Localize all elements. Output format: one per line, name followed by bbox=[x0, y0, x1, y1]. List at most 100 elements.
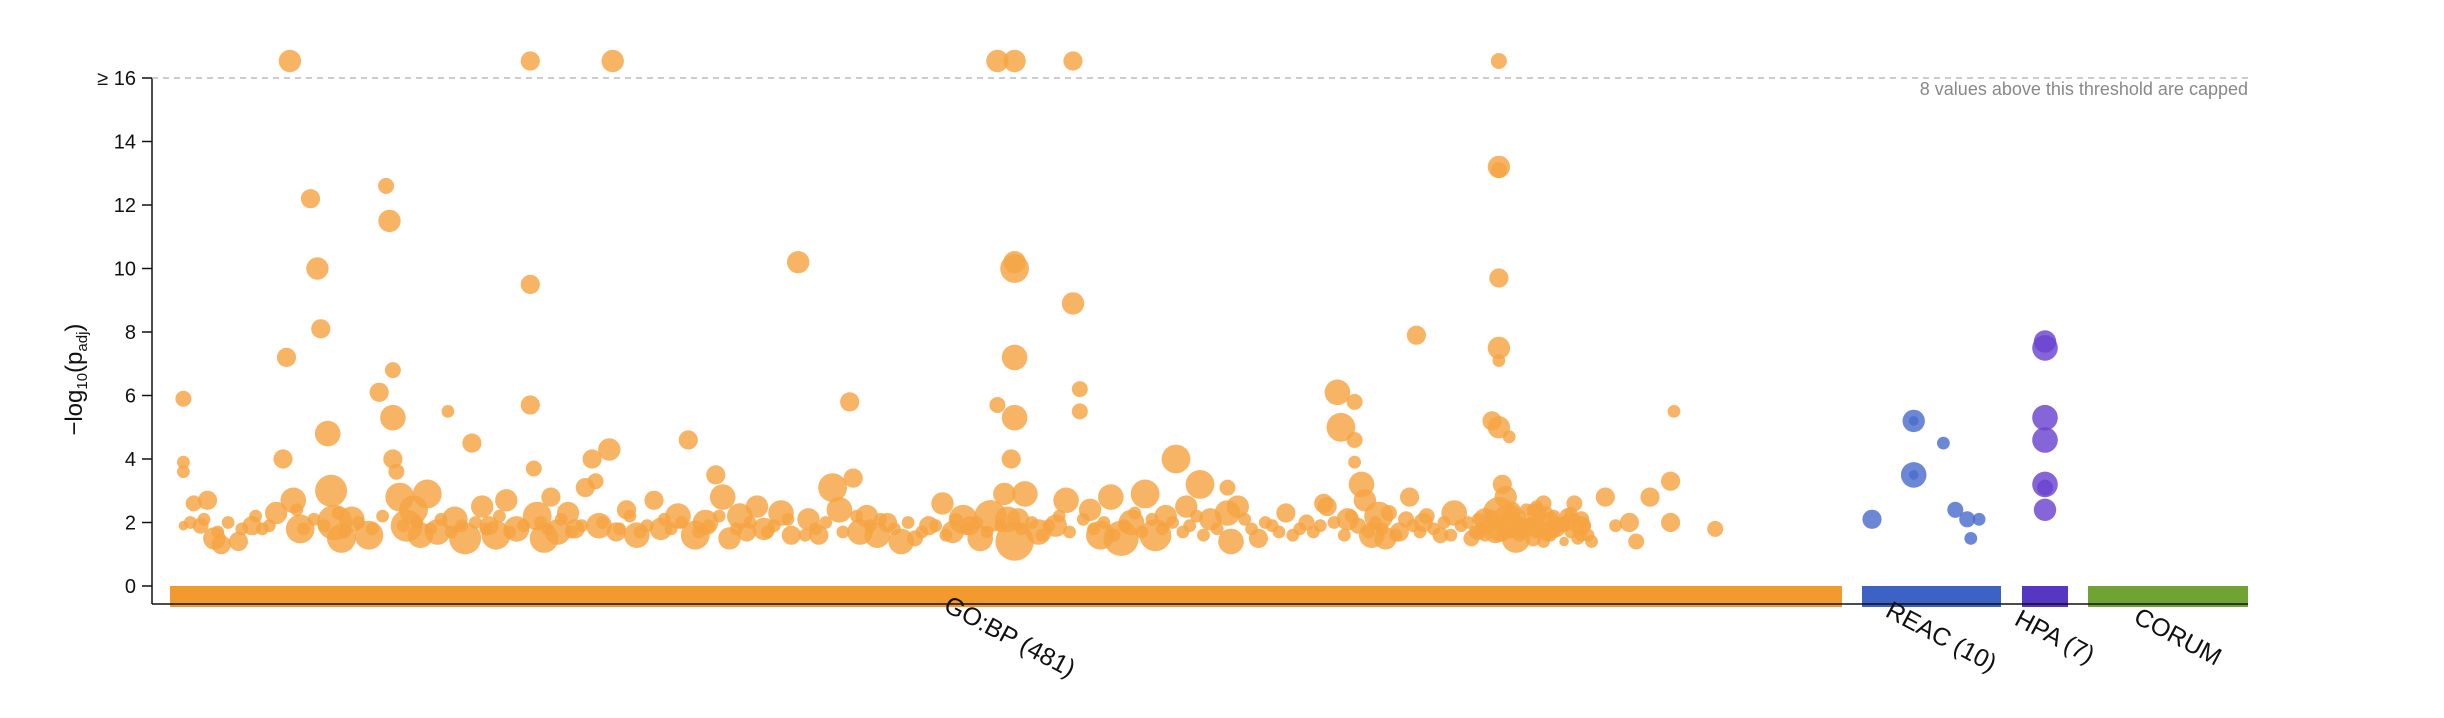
data-point[interactable] bbox=[1052, 509, 1066, 523]
data-point[interactable] bbox=[1087, 522, 1100, 536]
data-point[interactable] bbox=[1012, 481, 1038, 507]
data-point[interactable] bbox=[517, 519, 530, 533]
data-point[interactable] bbox=[826, 497, 853, 523]
data-point[interactable] bbox=[1000, 254, 1029, 283]
data-point[interactable] bbox=[929, 519, 942, 533]
data-point[interactable] bbox=[840, 392, 860, 412]
data-point[interactable] bbox=[1908, 416, 1919, 426]
data-point[interactable] bbox=[1437, 516, 1451, 529]
data-point[interactable] bbox=[901, 516, 915, 529]
data-point[interactable] bbox=[664, 522, 678, 536]
data-point[interactable] bbox=[1571, 516, 1591, 536]
data-point[interactable] bbox=[787, 251, 810, 274]
data-point[interactable] bbox=[1071, 403, 1088, 420]
data-point[interactable] bbox=[818, 473, 847, 502]
data-point[interactable] bbox=[1344, 509, 1358, 523]
data-point[interactable] bbox=[1238, 512, 1252, 526]
data-point[interactable] bbox=[235, 522, 249, 536]
data-point[interactable] bbox=[493, 509, 506, 523]
data-point[interactable] bbox=[444, 525, 458, 539]
data-point[interactable] bbox=[378, 177, 395, 194]
data-point[interactable] bbox=[874, 512, 887, 526]
data-point[interactable] bbox=[469, 516, 482, 529]
data-point[interactable] bbox=[980, 525, 994, 539]
data-point[interactable] bbox=[1135, 525, 1149, 539]
data-point[interactable] bbox=[197, 512, 211, 526]
data-point[interactable] bbox=[1063, 525, 1076, 539]
data-point[interactable] bbox=[1566, 495, 1583, 512]
data-point[interactable] bbox=[278, 49, 302, 73]
data-point[interactable] bbox=[1001, 449, 1021, 469]
data-point[interactable] bbox=[1527, 519, 1547, 539]
data-point[interactable] bbox=[1161, 444, 1191, 474]
data-point[interactable] bbox=[520, 395, 540, 415]
data-point[interactable] bbox=[1368, 516, 1382, 529]
data-point[interactable] bbox=[1061, 292, 1085, 315]
data-point[interactable] bbox=[1166, 516, 1179, 529]
data-point[interactable] bbox=[1130, 479, 1160, 509]
data-point[interactable] bbox=[1947, 501, 1964, 518]
data-point[interactable] bbox=[1398, 511, 1415, 528]
data-point[interactable] bbox=[317, 519, 331, 533]
data-point[interactable] bbox=[228, 531, 248, 552]
data-point[interactable] bbox=[760, 525, 774, 539]
data-point[interactable] bbox=[888, 522, 901, 536]
data-point[interactable] bbox=[1908, 470, 1919, 480]
data-point[interactable] bbox=[1628, 533, 1645, 550]
data-point[interactable] bbox=[1076, 512, 1090, 526]
data-point[interactable] bbox=[1489, 268, 1509, 288]
data-point[interactable] bbox=[314, 420, 341, 447]
data-point[interactable] bbox=[479, 522, 493, 536]
data-point[interactable] bbox=[1559, 536, 1569, 547]
data-point[interactable] bbox=[1185, 470, 1215, 499]
data-point[interactable] bbox=[1454, 519, 1468, 533]
data-point[interactable] bbox=[1346, 393, 1363, 410]
data-point[interactable] bbox=[993, 482, 1016, 506]
data-point[interactable] bbox=[1327, 516, 1341, 529]
data-point[interactable] bbox=[1492, 354, 1506, 367]
data-point[interactable] bbox=[177, 455, 190, 469]
data-point[interactable] bbox=[265, 501, 288, 525]
data-point[interactable] bbox=[307, 512, 321, 526]
data-point[interactable] bbox=[1337, 528, 1351, 542]
data-point[interactable] bbox=[378, 209, 401, 233]
data-point[interactable] bbox=[1444, 528, 1458, 542]
data-point[interactable] bbox=[1667, 405, 1681, 418]
data-point[interactable] bbox=[582, 449, 602, 469]
data-point[interactable] bbox=[1176, 525, 1190, 539]
data-point[interactable] bbox=[376, 509, 389, 523]
data-point[interactable] bbox=[565, 525, 578, 539]
data-point[interactable] bbox=[177, 465, 190, 479]
data-point[interactable] bbox=[311, 319, 331, 339]
source-bar[interactable] bbox=[2022, 586, 2068, 607]
data-point[interactable] bbox=[644, 490, 664, 510]
data-point[interactable] bbox=[1707, 520, 1724, 537]
data-point[interactable] bbox=[1540, 506, 1554, 520]
data-point[interactable] bbox=[1862, 509, 1882, 529]
data-point[interactable] bbox=[1001, 344, 1028, 371]
data-point[interactable] bbox=[1959, 511, 1976, 528]
data-point[interactable] bbox=[520, 51, 540, 71]
data-point[interactable] bbox=[1155, 522, 1169, 536]
data-point[interactable] bbox=[273, 449, 293, 469]
data-point[interactable] bbox=[623, 509, 637, 523]
data-point[interactable] bbox=[1042, 519, 1056, 533]
data-point[interactable] bbox=[338, 525, 352, 539]
data-point[interactable] bbox=[1487, 416, 1511, 439]
data-point[interactable] bbox=[352, 516, 365, 529]
data-point[interactable] bbox=[424, 522, 438, 536]
data-point[interactable] bbox=[1128, 506, 1142, 520]
data-point[interactable] bbox=[2037, 479, 2053, 496]
data-point[interactable] bbox=[1972, 512, 1986, 526]
data-point[interactable] bbox=[1490, 53, 1507, 69]
data-point[interactable] bbox=[709, 484, 736, 510]
data-point[interactable] bbox=[1276, 503, 1296, 523]
data-point[interactable] bbox=[221, 516, 235, 529]
data-point[interactable] bbox=[380, 404, 406, 431]
data-point[interactable] bbox=[970, 516, 984, 529]
data-point[interactable] bbox=[369, 382, 389, 402]
data-point[interactable] bbox=[706, 465, 726, 485]
data-point[interactable] bbox=[1964, 532, 1978, 545]
data-point[interactable] bbox=[183, 516, 197, 529]
data-point[interactable] bbox=[781, 512, 795, 526]
